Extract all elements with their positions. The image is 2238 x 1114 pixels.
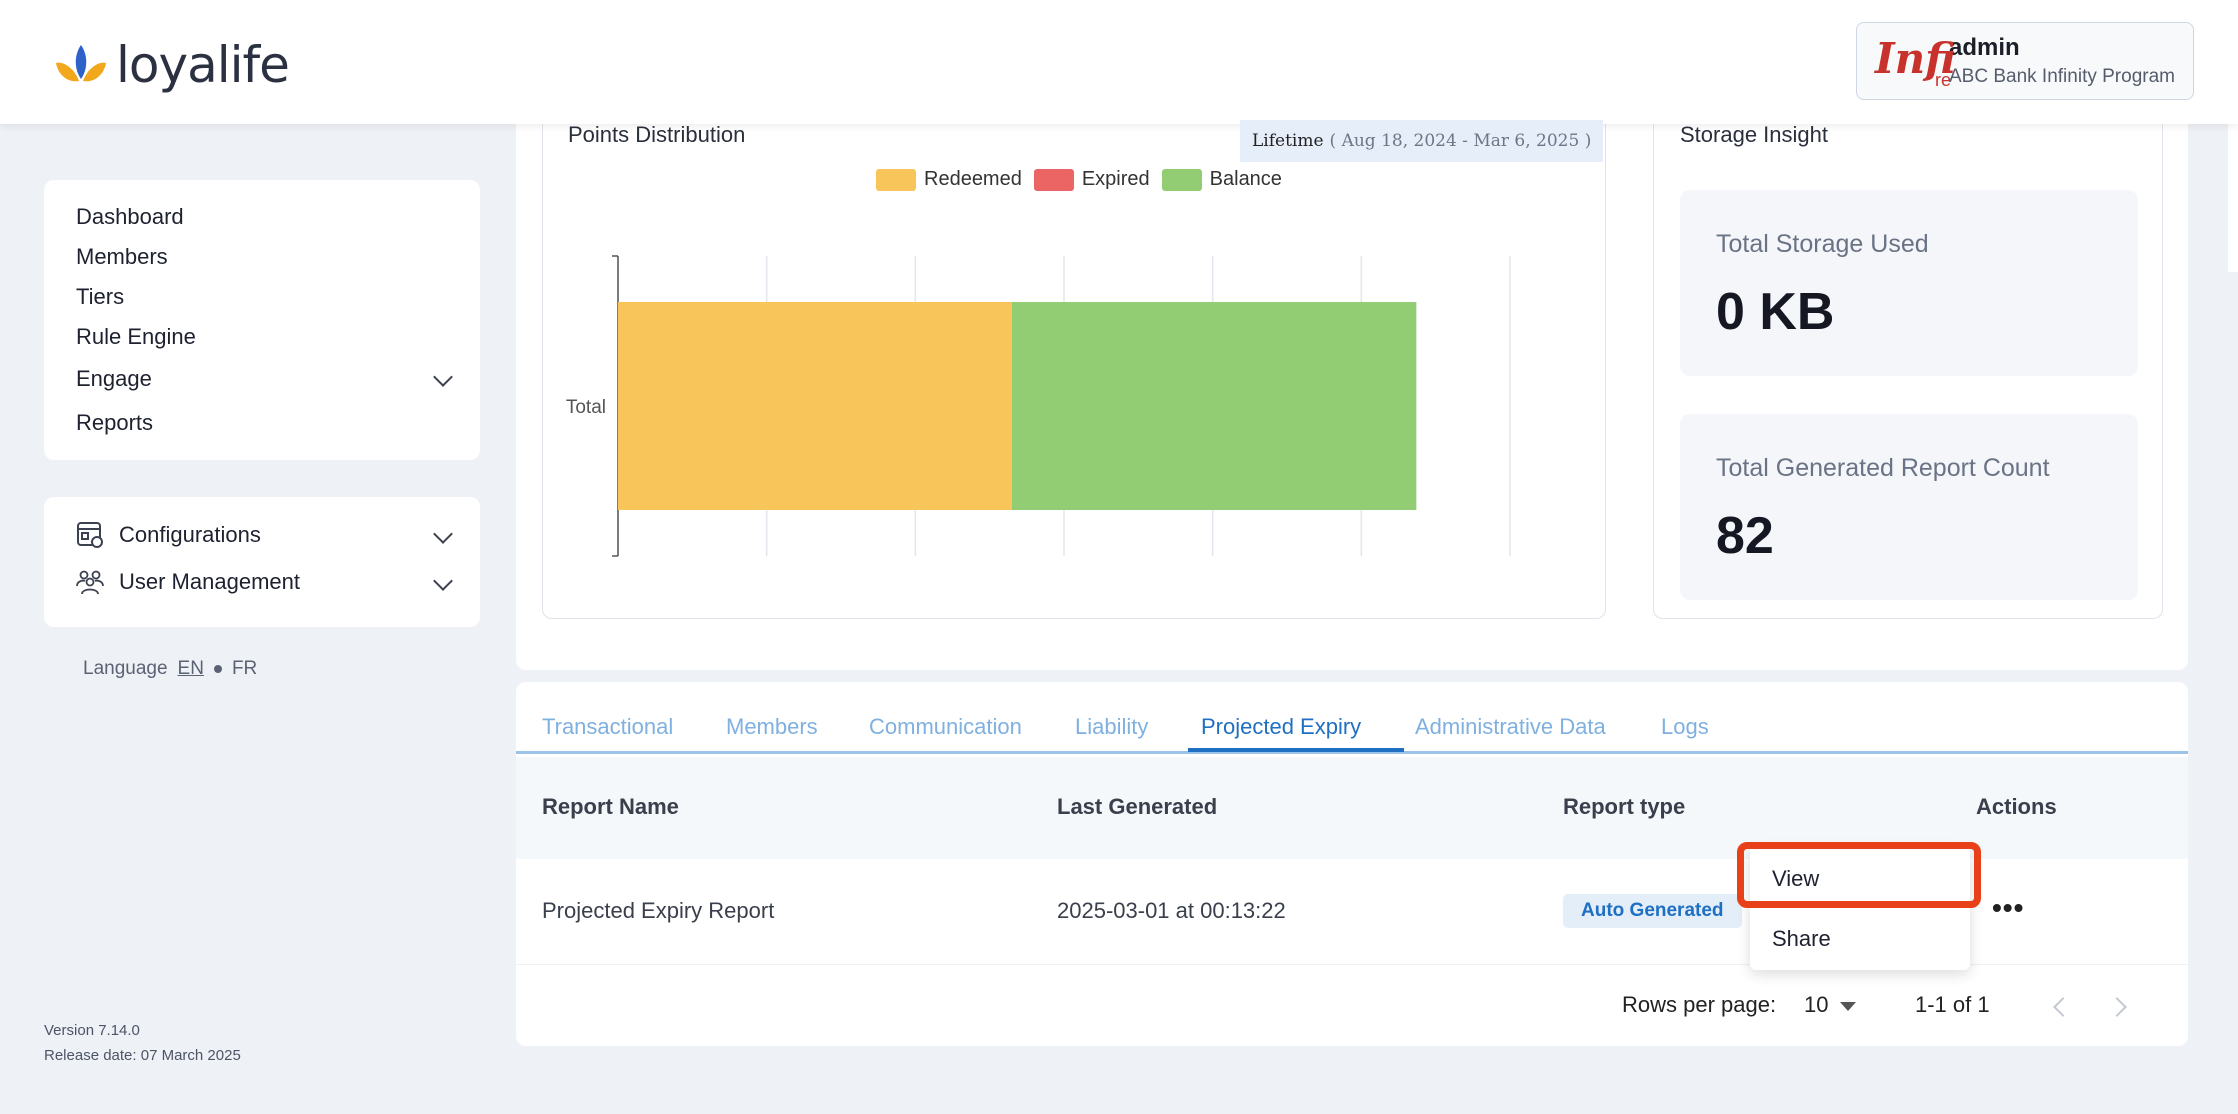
- version-label: Version 7.14.0: [44, 1022, 140, 1039]
- date-range-filter[interactable]: Lifetime ( Aug 18, 2024 - Mar 6, 2025 ): [1240, 120, 1604, 162]
- chevron-down-icon[interactable]: [433, 524, 453, 544]
- legend-label: Expired: [1081, 168, 1150, 190]
- bar-segment-redeemed: [618, 302, 1012, 510]
- version-info: Version 7.14.0 Release date: 07 March 20…: [44, 1018, 241, 1068]
- legend-swatch: [876, 168, 916, 191]
- storage-title: Storage Insight: [1680, 122, 1828, 147]
- chevron-left-icon[interactable]: [2053, 997, 2073, 1017]
- view-highlight-outline: [1737, 842, 1981, 908]
- bar-segment-balance: [1011, 302, 1417, 510]
- legend-item-balance[interactable]: Balance: [1161, 168, 1282, 191]
- report-count-stat: Total Generated Report Count 82: [1680, 414, 2138, 600]
- app-header: loyalife Infi re admin ABC Bank Infinity…: [0, 0, 2238, 124]
- tab-communication[interactable]: Communication: [869, 714, 1022, 739]
- chevron-down-icon[interactable]: [433, 367, 453, 387]
- report-type-badge: Auto Generated: [1563, 894, 1742, 928]
- language-option-fr[interactable]: FR: [231, 658, 258, 679]
- settings-icon: [77, 522, 103, 548]
- points-distribution-chart: Total: [566, 255, 1511, 557]
- legend-swatch: [1161, 168, 1202, 191]
- lotus-logo-icon: [56, 45, 106, 82]
- legend-item-expired[interactable]: Expired: [1033, 168, 1150, 191]
- sidebar-item-reports[interactable]: Reports: [76, 410, 154, 435]
- separator-dot: [213, 665, 222, 673]
- chevron-right-icon[interactable]: [2107, 997, 2127, 1017]
- legend-swatch: [1033, 168, 1074, 191]
- user-profile-chip[interactable]: Infi re admin ABC Bank Infinity Program: [1856, 22, 2194, 100]
- pagination-range: 1-1 of 1: [1915, 992, 1990, 1017]
- column-header-report-type: Report type: [1563, 794, 1686, 819]
- legend-item-redeemed[interactable]: Redeemed: [876, 168, 1022, 191]
- menu-item-share[interactable]: Share: [1772, 926, 1831, 951]
- storage-used-label: Total Storage Used: [1716, 230, 1929, 258]
- users-icon: [76, 570, 104, 595]
- brand-name: loyalife: [116, 36, 290, 94]
- sidebar-item-dashboard[interactable]: Dashboard: [76, 204, 184, 229]
- sidebar-primary-nav: Dashboard Members Tiers Rule Engine Enga…: [44, 180, 480, 460]
- chevron-down-icon[interactable]: [433, 571, 453, 591]
- legend-label: Balance: [1209, 168, 1282, 190]
- language-label: Language: [83, 658, 168, 679]
- sidebar-item-rule-engine[interactable]: Rule Engine: [76, 324, 196, 349]
- range-dates: ( Aug 18, 2024 - Mar 6, 2025 ): [1329, 131, 1592, 151]
- sidebar-item-engage[interactable]: Engage: [76, 366, 152, 391]
- sidebar-item-user-management[interactable]: User Management: [119, 569, 300, 594]
- release-date: Release date: 07 March 2025: [44, 1047, 241, 1064]
- menu-item-view[interactable]: View: [1772, 866, 1820, 891]
- report-name-cell: Projected Expiry Report: [542, 898, 775, 923]
- rows-per-page-select[interactable]: 10: [1804, 992, 1829, 1017]
- tab-logs[interactable]: Logs: [1661, 714, 1709, 739]
- table-row: [516, 859, 2188, 965]
- report-count-value: 82: [1716, 507, 1774, 565]
- sidebar-item-members[interactable]: Members: [76, 244, 168, 269]
- chart-title: Points Distribution: [568, 122, 746, 147]
- category-label: Total: [566, 397, 606, 418]
- report-tabs: Transactional Members Communication Liab…: [516, 682, 2188, 754]
- row-actions-menu: View Share: [1750, 846, 1970, 970]
- rows-per-page-label: Rows per page:: [1622, 992, 1777, 1017]
- storage-used-stat: Total Storage Used 0 KB: [1680, 190, 2138, 376]
- dropdown-arrow-icon[interactable]: [1840, 1002, 1856, 1011]
- column-header-actions: Actions: [1976, 794, 2057, 819]
- storage-used-value: 0 KB: [1716, 283, 1835, 341]
- tab-projected-expiry[interactable]: Projected Expiry: [1201, 714, 1362, 739]
- program-logo-mark: Infi: [1875, 34, 1956, 83]
- range-label: Lifetime: [1252, 131, 1324, 151]
- column-header-last-generated: Last Generated: [1057, 794, 1218, 819]
- program-logo-sub: re: [1935, 70, 1952, 90]
- user-program: ABC Bank Infinity Program: [1949, 66, 2175, 87]
- tab-transactional[interactable]: Transactional: [542, 714, 674, 739]
- active-tab-indicator: [1188, 748, 1404, 752]
- sidebar-item-tiers[interactable]: Tiers: [76, 284, 125, 309]
- tab-liability[interactable]: Liability: [1075, 714, 1149, 739]
- last-generated-cell: 2025-03-01 at 00:13:22: [1057, 898, 1286, 923]
- program-logo: Infi re: [1871, 30, 1956, 92]
- sidebar-secondary-nav: Configurations User Management: [44, 497, 480, 627]
- tab-administrative-data[interactable]: Administrative Data: [1415, 714, 1606, 739]
- language-option-en[interactable]: EN: [177, 658, 204, 679]
- loyalife-logo[interactable]: loyalife: [52, 36, 290, 94]
- more-actions-icon[interactable]: •••: [1992, 892, 2025, 923]
- tab-members[interactable]: Members: [726, 714, 818, 739]
- column-header-report-name: Report Name: [542, 794, 679, 819]
- legend-label: Redeemed: [924, 168, 1022, 190]
- sidebar-item-configurations[interactable]: Configurations: [119, 522, 261, 547]
- user-name: admin: [1949, 34, 2020, 61]
- page-scrollbar[interactable]: [2228, 124, 2238, 272]
- report-count-label: Total Generated Report Count: [1716, 454, 2050, 482]
- language-switcher: Language EN FR: [83, 658, 257, 680]
- chart-legend: Redeemed Expired Balance: [876, 168, 1294, 191]
